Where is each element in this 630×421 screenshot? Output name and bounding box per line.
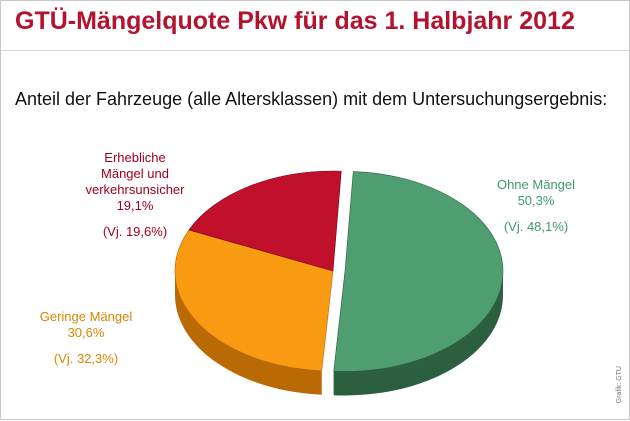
label-ohne-maengel-value: 50,3% [517,193,555,208]
label-erhebliche-line-3: verkehrsunsicher [85,182,185,197]
pie-slice-side-2-1 [175,271,322,395]
label-erhebliche-line-1: Erhebliche [104,150,166,165]
label-ohne-maengel: Ohne Mängel 50,3% (Vj. 48,1%) [481,177,591,235]
label-erhebliche-line-2: Mängel und [101,166,169,181]
pie-slice-2 [174,229,334,372]
label-geringe-maengel-value: 30,6% [67,325,105,340]
chart-title: GTÜ-Mängelquote Pkw für das 1. Halbjahr … [15,7,575,35]
label-geringe-maengel: Geringe Mängel 30,6% (Vj. 32,3%) [21,309,151,367]
label-erhebliche-prev: (Vj. 19,6%) [102,224,168,239]
label-ohne-maengel-name: Ohne Mängel [496,177,576,192]
label-erhebliche-maengel: Erhebliche Mängel und verkehrsunsicher 1… [65,150,205,240]
pie-slice-3 [188,170,342,272]
pie-slice-1 [333,171,504,372]
chart-subtitle: Anteil der Fahrzeuge (alle Altersklassen… [15,89,608,109]
label-geringe-maengel-name: Geringe Mängel [39,309,133,324]
title-divider [1,50,629,51]
pie-top-faces [174,170,504,372]
label-ohne-maengel-prev: (Vj. 48,1%) [503,219,569,234]
label-erhebliche-value: 19,1% [116,198,154,213]
graphic-credit: Grafik: GTÜ [616,365,623,403]
label-geringe-maengel-prev: (Vj. 32,3%) [53,351,119,366]
